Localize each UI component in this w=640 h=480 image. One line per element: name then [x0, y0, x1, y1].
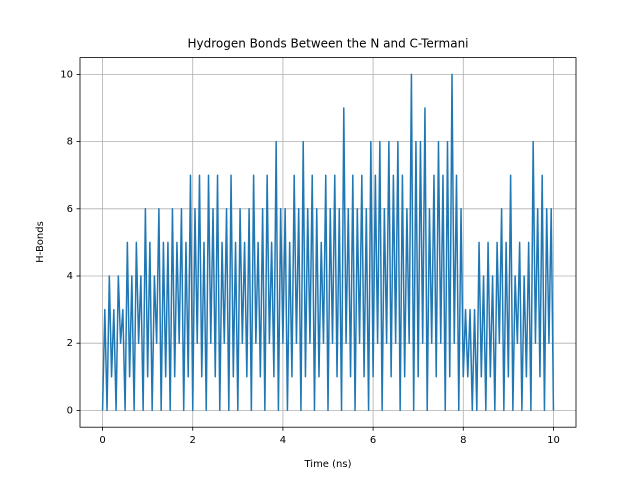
x-tick-label: 2 [190, 435, 196, 446]
plot-frame [79, 57, 577, 428]
y-tick-label: 10 [60, 69, 73, 80]
y-tick-label: 6 [67, 204, 73, 215]
data-line [101, 73, 555, 412]
y-axis-label: H-Bonds [35, 221, 46, 263]
x-tick-label: 8 [460, 435, 466, 446]
chart-title: Hydrogen Bonds Between the N and C-Terma… [187, 37, 468, 51]
x-tick-label: 6 [370, 435, 376, 446]
y-tick-label: 4 [67, 271, 73, 282]
y-tick-label: 8 [67, 137, 73, 148]
x-axis-label: Time (ns) [303, 459, 351, 470]
y-tick-label: 2 [67, 338, 73, 349]
x-tick-label: 0 [99, 435, 105, 446]
y-tick-label: 0 [67, 405, 73, 416]
x-tick-label: 4 [280, 435, 286, 446]
x-tick-label: 10 [547, 435, 560, 446]
